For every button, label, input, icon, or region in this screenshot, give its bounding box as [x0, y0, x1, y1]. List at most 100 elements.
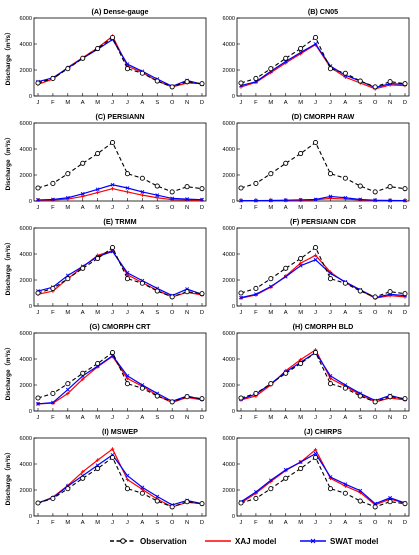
data-point-observation — [109, 349, 116, 356]
y-tick-label: 6000 — [223, 436, 235, 442]
y-tick-label: 4000 — [223, 147, 235, 153]
data-point-observation — [402, 291, 408, 297]
x-tick-label: F — [51, 415, 55, 421]
data-point-observation — [312, 454, 319, 461]
legend-label-xaj: XAJ model — [235, 537, 276, 546]
data-point-observation — [169, 294, 175, 300]
series-line-xaj — [37, 448, 203, 508]
x-tick-label: J — [126, 310, 129, 316]
y-tick-label: 6000 — [20, 121, 32, 127]
x-tick-label: S — [358, 415, 362, 421]
x-tick-label: D — [200, 310, 204, 316]
y-tick-label: 0 — [232, 199, 235, 205]
data-point-observation — [35, 185, 41, 191]
data-point-observation — [95, 46, 101, 52]
x-tick-label: F — [51, 310, 55, 316]
y-tick-label: 2000 — [20, 488, 32, 494]
x-tick-label: A — [284, 100, 288, 106]
x-tick-label: S — [358, 100, 362, 106]
x-tick-label: S — [155, 415, 159, 421]
data-point-observation — [372, 399, 378, 405]
series-line-xaj — [37, 35, 203, 88]
data-point-observation — [139, 175, 145, 181]
data-point-swat — [239, 198, 243, 203]
series-line-observation — [240, 141, 406, 193]
data-point-swat — [50, 400, 55, 405]
panel-title: (H) CMORPH BLD — [293, 322, 354, 331]
data-point-swat — [313, 197, 318, 202]
x-tick-label: J — [314, 205, 317, 211]
data-point-swat — [283, 467, 288, 472]
series-line-observation — [240, 456, 406, 508]
series-line-xaj — [37, 250, 203, 298]
legend: Observation XAJ model SWAT model — [110, 537, 378, 546]
data-point-swat — [373, 198, 378, 203]
data-point-observation — [402, 81, 408, 87]
x-tick-label: F — [254, 520, 258, 526]
x-tick-label: M — [95, 310, 100, 316]
x-tick-label: O — [373, 415, 378, 421]
data-point-observation — [357, 288, 363, 294]
x-tick-label: M — [298, 205, 303, 211]
data-point-observation — [372, 504, 378, 510]
data-point-observation — [65, 171, 71, 177]
y-axis-label: Discharge（m³/s） — [4, 344, 12, 401]
legend-marker-observation — [120, 538, 126, 544]
data-point-observation — [387, 499, 393, 505]
data-point-swat — [200, 197, 204, 202]
x-tick-label: F — [254, 205, 258, 211]
x-tick-label: A — [343, 100, 347, 106]
data-point-observation — [298, 360, 304, 367]
series-line-swat — [37, 355, 203, 405]
data-point-swat — [80, 191, 85, 196]
x-tick-label: A — [343, 205, 347, 211]
data-point-observation — [312, 34, 319, 41]
data-point-observation — [238, 500, 244, 506]
plot-frame — [33, 437, 207, 517]
data-point-observation — [238, 395, 244, 401]
data-point-observation — [327, 276, 334, 282]
data-point-observation — [184, 499, 190, 505]
data-point-observation — [199, 396, 205, 402]
x-tick-label: F — [254, 100, 258, 106]
plot-frame — [236, 122, 410, 202]
x-tick-label: A — [284, 310, 288, 316]
x-tick-label: N — [185, 100, 189, 106]
data-point-observation — [65, 66, 71, 72]
plot-frame — [236, 227, 410, 307]
x-tick-label: O — [170, 310, 175, 316]
data-point-observation — [109, 34, 116, 41]
data-point-swat — [253, 490, 258, 494]
x-tick-label: S — [155, 520, 159, 526]
series-line-xaj — [37, 188, 203, 201]
data-point-observation — [268, 171, 274, 177]
data-point-observation — [35, 500, 41, 506]
data-point-swat — [268, 198, 273, 203]
data-point-observation — [238, 80, 244, 86]
series-line-swat — [37, 184, 203, 201]
x-tick-label: J — [111, 415, 114, 421]
y-tick-label: 4000 — [223, 42, 235, 48]
x-tick-label: F — [51, 100, 55, 106]
x-tick-label: M — [95, 100, 100, 106]
data-point-observation — [402, 501, 408, 507]
data-point-swat — [388, 495, 393, 500]
data-point-observation — [327, 381, 334, 387]
y-tick-label: 0 — [29, 199, 32, 205]
panel-title: (I) MSWEP — [102, 427, 138, 436]
x-tick-label: M — [298, 520, 303, 526]
data-point-observation — [372, 294, 378, 300]
x-tick-label: J — [126, 100, 129, 106]
data-point-observation — [95, 360, 101, 367]
data-point-swat — [298, 460, 303, 464]
series-line-swat — [240, 43, 406, 89]
series-line-observation — [240, 246, 406, 298]
data-point-observation — [312, 349, 319, 356]
data-point-observation — [387, 79, 393, 85]
data-point-swat — [358, 488, 363, 493]
panel-f: (F) PERSIANN CDR 0 2000 4000 6000 J F M A M J J A S O N… — [223, 217, 410, 316]
x-tick-label: J — [37, 310, 40, 316]
x-tick-label: A — [140, 415, 144, 421]
y-axis-label: Discharge（m³/s） — [4, 239, 12, 296]
data-point-observation — [253, 285, 259, 292]
